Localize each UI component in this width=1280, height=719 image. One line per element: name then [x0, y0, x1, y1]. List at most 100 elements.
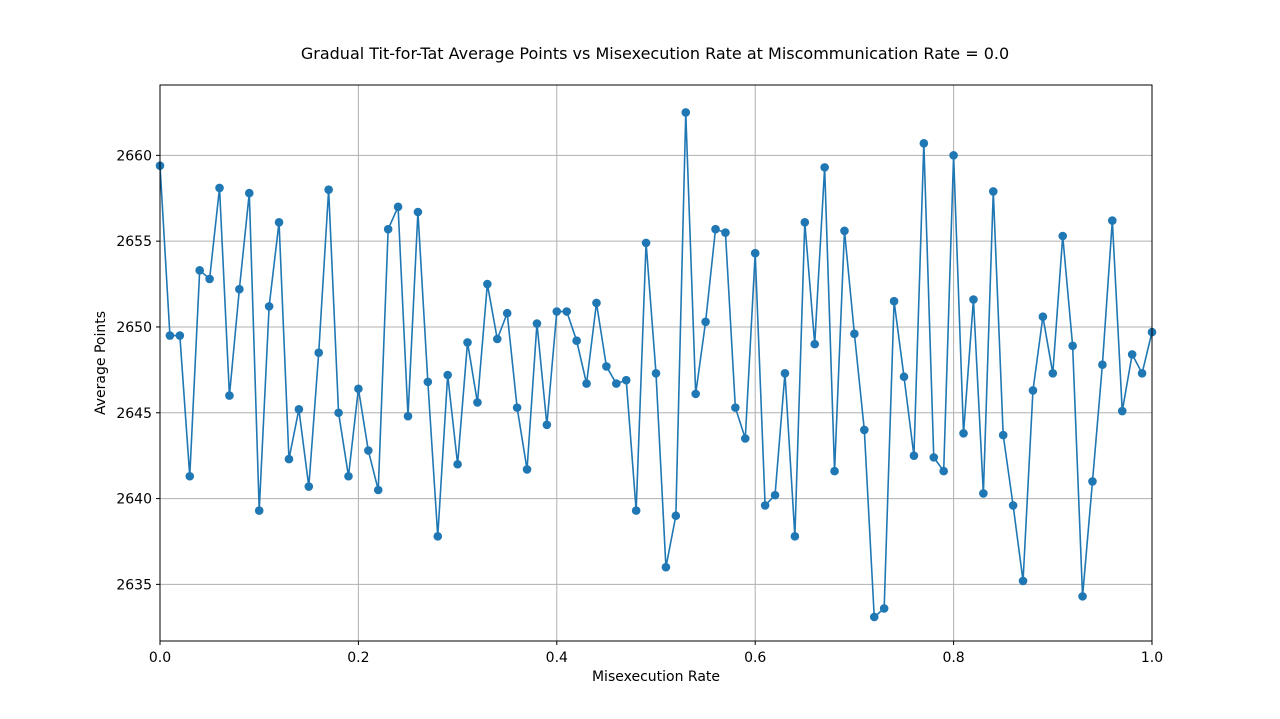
data-point [175, 331, 185, 340]
data-point [879, 604, 889, 613]
data-point [820, 163, 829, 172]
data-point [274, 217, 284, 227]
x-tick-label: 0.8 [942, 650, 964, 666]
data-point [572, 336, 581, 345]
data-point [760, 501, 770, 510]
data-point [612, 379, 621, 388]
data-point [344, 471, 353, 481]
data-point [552, 307, 562, 316]
data-point [522, 465, 532, 474]
data-point [453, 459, 462, 469]
data-point [1038, 312, 1048, 321]
data-point [294, 405, 304, 414]
data-point [1137, 369, 1147, 378]
data-point [1028, 386, 1038, 395]
data-point [850, 329, 859, 339]
data-point [602, 362, 611, 371]
data-point [1008, 501, 1018, 510]
data-point [691, 389, 700, 399]
data-point [403, 411, 413, 421]
data-point [562, 307, 572, 316]
data-point [1108, 216, 1117, 225]
data-point [502, 308, 512, 318]
data-point [185, 471, 195, 481]
data-point [235, 284, 244, 294]
plot-frame [159, 84, 1153, 642]
data-point [810, 339, 820, 349]
data-point [244, 188, 254, 198]
data-point [969, 295, 978, 304]
series-layer [155, 108, 1157, 622]
x-tick-label: 0.0 [149, 650, 171, 666]
x-tick-label: 0.4 [546, 650, 568, 666]
data-point [334, 408, 343, 418]
y-tick-label: 2635 [116, 577, 152, 593]
data-point [651, 369, 661, 378]
data-point [889, 296, 899, 306]
data-point [483, 279, 492, 289]
data-point [1098, 360, 1107, 370]
data-point [364, 446, 373, 455]
data-point [740, 434, 750, 443]
data-point [711, 224, 720, 234]
data-point [284, 454, 294, 464]
y-tick-label: 2650 [116, 320, 152, 336]
data-point [621, 375, 631, 385]
y-tick-label: 2655 [116, 234, 152, 250]
data-point [1048, 369, 1058, 378]
data-point [661, 562, 671, 572]
data-point [701, 317, 710, 327]
data-point [988, 187, 998, 196]
data-point [1068, 341, 1077, 351]
data-point [1117, 406, 1127, 416]
data-point [1127, 350, 1137, 359]
data-point [780, 369, 790, 378]
data-point [671, 511, 681, 521]
data-point [731, 403, 740, 412]
data-point [393, 202, 403, 212]
data-point [1058, 231, 1068, 241]
data-point [592, 298, 601, 308]
data-point [1018, 576, 1028, 586]
chart-title: Gradual Tit-for-Tat Average Points vs Mi… [301, 44, 1009, 63]
data-point [770, 490, 780, 500]
tick-layer: 0.0 0.2 0.4 0.6 0.8 1.0 2635 2640 2645 2650 2655 26… [116, 148, 1163, 666]
data-point [443, 370, 452, 380]
data-point [254, 506, 264, 515]
data-point [641, 238, 651, 248]
y-axis-label: Average Points [93, 311, 109, 415]
data-point [165, 331, 175, 340]
x-tick-label: 0.2 [347, 650, 369, 666]
data-point [433, 532, 443, 541]
data-point [373, 485, 383, 495]
data-point [998, 430, 1008, 440]
data-point [830, 466, 839, 476]
data-point [899, 372, 909, 382]
data-point [840, 226, 849, 236]
data-point [909, 451, 919, 460]
data-point [304, 482, 314, 491]
data-point [979, 489, 988, 498]
data-point [413, 207, 423, 217]
data-point [423, 377, 433, 387]
data-point [195, 266, 204, 275]
data-point [512, 403, 522, 412]
data-point [869, 612, 879, 622]
data-point [790, 532, 800, 541]
data-point [354, 384, 363, 394]
data-point [314, 348, 324, 358]
x-tick-label: 1.0 [1141, 650, 1163, 666]
data-point [473, 398, 482, 407]
data-point [492, 334, 502, 344]
data-point [631, 506, 641, 515]
series-line [159, 111, 1153, 618]
data-point [463, 338, 472, 347]
data-point [532, 319, 542, 328]
data-point [1078, 592, 1087, 601]
data-point [542, 420, 552, 430]
data-point [324, 185, 333, 194]
data-point [582, 379, 591, 388]
data-point [721, 228, 730, 237]
data-point [1088, 477, 1097, 486]
data-point [919, 139, 929, 148]
